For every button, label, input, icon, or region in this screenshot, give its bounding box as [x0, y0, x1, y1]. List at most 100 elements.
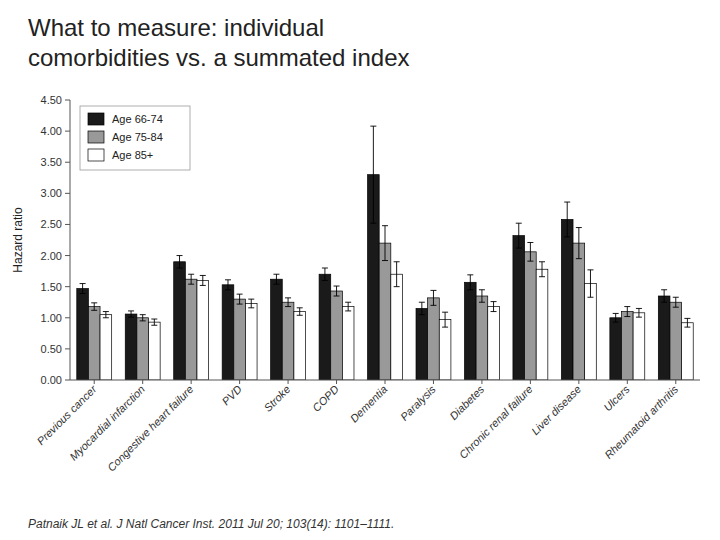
legend-swatch [88, 113, 104, 125]
legend-swatch [88, 149, 104, 161]
bar [573, 243, 585, 380]
error-bar [237, 294, 243, 304]
error-bar [673, 297, 679, 307]
error-bar [273, 274, 279, 284]
error-bar [419, 302, 425, 314]
bar [610, 318, 622, 380]
error-bar [334, 286, 340, 296]
x-tick-label: Diabetes [447, 383, 487, 423]
x-tick [239, 380, 240, 384]
error-bar [128, 311, 134, 317]
error-bar [103, 312, 109, 318]
bar [682, 323, 694, 380]
bar [561, 219, 573, 380]
bar [391, 274, 403, 380]
bar [100, 315, 112, 380]
legend-swatch [88, 131, 104, 143]
y-tick-label: 1.50 [41, 281, 62, 293]
error-bar [394, 262, 400, 287]
y-tick-label: 2.00 [41, 250, 62, 262]
x-tick [578, 380, 579, 384]
legend-label: Age 75-84 [112, 131, 163, 143]
x-tick [142, 380, 143, 384]
error-bar [91, 303, 97, 310]
bar [174, 262, 186, 380]
bar [234, 299, 246, 380]
bar [319, 274, 331, 380]
error-bar [661, 290, 667, 302]
error-bar [177, 256, 183, 268]
bar [125, 314, 137, 380]
bar [379, 243, 391, 380]
error-bar [248, 299, 254, 308]
x-tick [288, 380, 289, 384]
x-tick-label: Paralysis [398, 383, 438, 423]
y-tick-label: 2.50 [41, 218, 62, 230]
y-tick [65, 131, 70, 132]
error-bar [527, 242, 533, 261]
error-bar [624, 307, 630, 317]
x-tick-label: PVD [220, 383, 245, 408]
bar [633, 313, 645, 380]
y-tick [65, 286, 70, 287]
x-tick [336, 380, 337, 384]
y-tick [65, 255, 70, 256]
error-bar [151, 319, 157, 325]
x-tick [530, 380, 531, 384]
y-tick-label: 1.00 [41, 312, 62, 324]
x-tick [433, 380, 434, 384]
error-bar [430, 290, 436, 305]
y-tick-label: 0.00 [41, 374, 62, 386]
legend-frame [80, 106, 190, 170]
legend-label: Age 85+ [112, 149, 153, 161]
y-axis-label: Hazard ratio [11, 207, 25, 273]
legend: Age 66-74 Age 75-84 Age 85+ [80, 106, 190, 170]
error-bar [516, 223, 522, 248]
y-tick-label: 4.00 [41, 125, 62, 137]
title: What to measure: individualcomorbidities… [28, 14, 410, 71]
error-bar [382, 226, 388, 261]
error-bar [80, 284, 86, 294]
bar [416, 308, 428, 380]
y-tick [65, 224, 70, 225]
bar [197, 280, 209, 380]
y-tick [65, 162, 70, 163]
x-tick-label: Liver disease [529, 383, 583, 437]
bar [185, 279, 197, 380]
y-tick [65, 193, 70, 194]
x-tick [385, 380, 386, 384]
x-tick-label: Stroke [262, 383, 293, 414]
legend-label: Age 66-74 [112, 113, 163, 125]
error-bar [479, 290, 485, 302]
bar [476, 296, 488, 380]
error-bar [188, 274, 194, 284]
error-bar [200, 275, 206, 285]
error-bar [345, 302, 351, 311]
error-bar [285, 298, 291, 307]
bar [670, 302, 682, 380]
error-bar [636, 308, 642, 317]
error-bar [140, 315, 146, 321]
error-bar [564, 202, 570, 237]
x-tick [675, 380, 676, 384]
bar [464, 282, 476, 380]
bar [282, 302, 294, 380]
x-tick-label: Congestive heart failure [105, 383, 196, 474]
x-tick-label: Rheumatoid arthritis [602, 383, 680, 461]
bar [536, 269, 548, 380]
error-bar [322, 268, 328, 280]
bar [585, 284, 597, 380]
y-tick [65, 380, 70, 381]
citation: Patnaik JL et al. J Natl Cancer Inst. 20… [28, 517, 394, 531]
x-tick [481, 380, 482, 384]
bar [271, 279, 283, 380]
error-bar [297, 308, 303, 315]
bar [488, 307, 500, 380]
y-tick-label: 3.50 [41, 156, 62, 168]
bar [513, 236, 525, 380]
bar [331, 291, 343, 380]
error-bar [587, 270, 593, 297]
error-bar [225, 280, 231, 290]
error-bar [467, 275, 473, 290]
y-tick [65, 317, 70, 318]
